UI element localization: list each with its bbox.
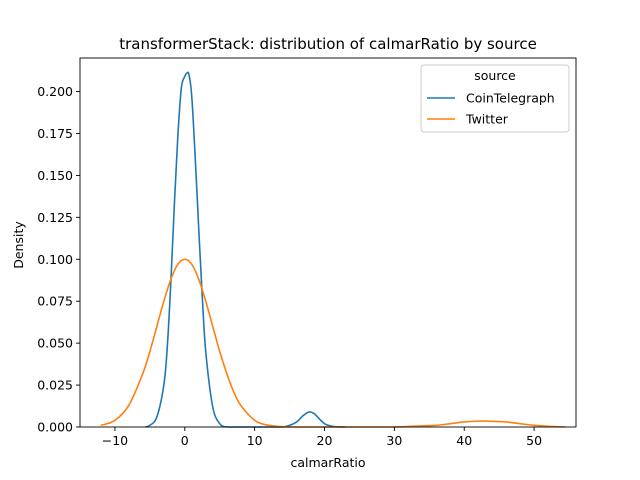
y-tick-label: 0.000 (37, 420, 73, 435)
y-tick-label: 0.150 (37, 168, 73, 183)
x-tick-label: 50 (526, 433, 542, 448)
series-line-twitter (100, 258, 566, 428)
x-tick-label: 30 (386, 433, 402, 448)
legend: source CoinTelegraph Twitter (420, 64, 570, 133)
x-tick-label: 20 (317, 433, 333, 448)
legend-label-cointelegraph: CoinTelegraph (466, 91, 555, 106)
y-axis-label: Density (11, 221, 26, 269)
x-axis-label: calmarRatio (290, 455, 365, 470)
series-line-cointelegraph (145, 71, 346, 428)
x-tick-label: −10 (102, 433, 128, 448)
y-tick-label: 0.100 (37, 252, 73, 267)
y-tick-label: 0.175 (37, 126, 73, 141)
chart-title: transformerStack: distribution of calmar… (119, 35, 537, 53)
legend-label-twitter: Twitter (465, 112, 509, 127)
plot-area: −10 0 10 20 30 40 50 0.000 0.025 0.050 0.075 0.100 0… (37, 57, 577, 448)
y-tick-label: 0.125 (37, 210, 73, 225)
axes-frame (79, 57, 577, 428)
legend-box (420, 64, 570, 133)
y-tick-label: 0.050 (37, 336, 73, 351)
legend-title: source (474, 68, 516, 83)
x-tick-label: 40 (456, 433, 472, 448)
y-tick-label: 0.200 (37, 84, 73, 99)
x-tick-label: 10 (247, 433, 263, 448)
x-tick-label: 0 (181, 433, 189, 448)
y-tick-label: 0.075 (37, 294, 73, 309)
y-tick-label: 0.025 (37, 378, 73, 393)
